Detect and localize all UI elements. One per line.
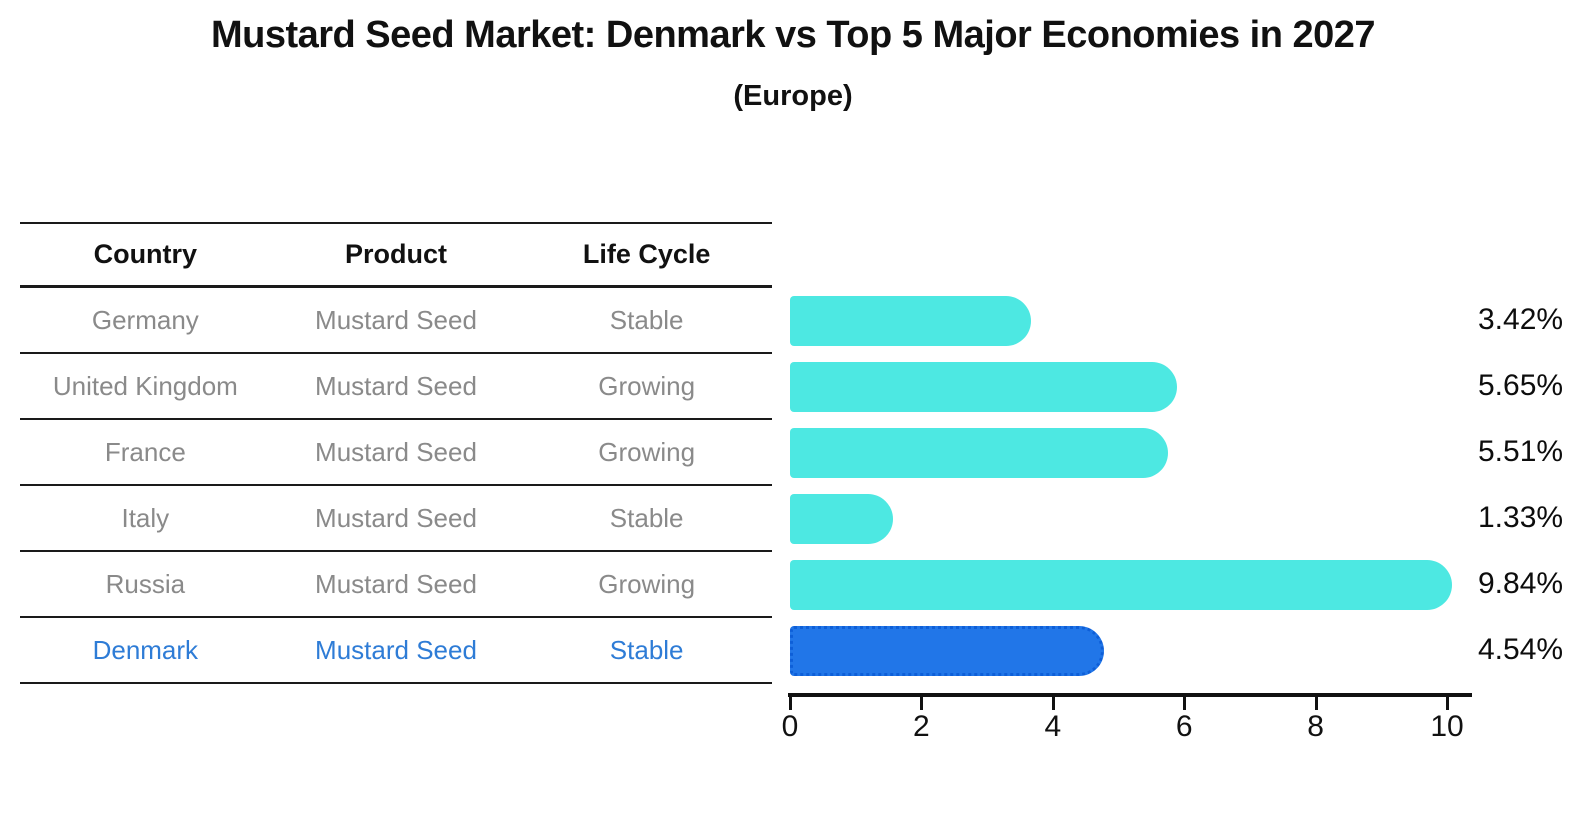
table-cell-product: Mustard Seed bbox=[315, 634, 477, 665]
bar-united-kingdom bbox=[790, 362, 1177, 412]
bar-france bbox=[790, 428, 1168, 478]
x-axis-line bbox=[788, 693, 1472, 697]
table-cell-product: Mustard Seed bbox=[315, 502, 477, 533]
table-row-germany: Germany Mustard Seed Stable bbox=[20, 288, 772, 354]
table-row-russia: Russia Mustard Seed Growing bbox=[20, 552, 772, 618]
table-cell-life-cycle: Stable bbox=[609, 502, 684, 533]
table-header-life-cycle: Life Cycle bbox=[582, 239, 711, 269]
table-row-united-kingdom: United Kingdom Mustard Seed Growing bbox=[20, 354, 772, 420]
bar-denmark bbox=[790, 626, 1104, 676]
table-cell-life-cycle: Stable bbox=[609, 304, 684, 335]
table-cell-product: Mustard Seed bbox=[315, 568, 477, 599]
x-axis-tick-label: 2 bbox=[913, 710, 930, 743]
x-axis-tick bbox=[1314, 697, 1318, 710]
bar-italy bbox=[790, 494, 893, 544]
x-axis-tick-label: 8 bbox=[1307, 710, 1324, 743]
bar-germany bbox=[790, 296, 1031, 346]
table-cell-life-cycle: Growing bbox=[598, 568, 696, 599]
table-header-row: Country Product Life Cycle bbox=[20, 224, 772, 288]
bar-value-label: 5.65% bbox=[1478, 369, 1564, 402]
table-header-product: Product bbox=[344, 239, 447, 269]
x-axis-tick bbox=[1183, 697, 1187, 710]
country-table: Country Product Life Cycle Germany Mustard … bbox=[20, 222, 772, 684]
table-row-france: France Mustard Seed Growing bbox=[20, 420, 772, 486]
table-cell-life-cycle: Stable bbox=[609, 634, 684, 665]
bar-value-label: 3.42% bbox=[1478, 303, 1564, 336]
table-cell-product: Mustard Seed bbox=[315, 436, 477, 467]
table-cell-country: Germany bbox=[91, 304, 199, 335]
table-cell-country: United Kingdom bbox=[52, 370, 238, 401]
table-cell-life-cycle: Growing bbox=[598, 370, 696, 401]
x-axis-tick-label: 6 bbox=[1175, 710, 1193, 743]
table-row-denmark: Denmark Mustard Seed Stable bbox=[20, 618, 772, 684]
chart-title: Mustard Seed Market: Denmark vs Top 5 Ma… bbox=[210, 14, 1376, 56]
x-axis-tick-label: 4 bbox=[1044, 710, 1062, 743]
chart-subtitle: (Europe) bbox=[733, 80, 853, 112]
x-axis-tick bbox=[1051, 697, 1055, 710]
bar-value-label: 1.33% bbox=[1478, 501, 1564, 534]
table-row-italy: Italy Mustard Seed Stable bbox=[20, 486, 772, 552]
x-axis-tick-label: 10 bbox=[1430, 710, 1464, 743]
x-axis-tick-label: 0 bbox=[781, 710, 799, 743]
table-cell-life-cycle: Growing bbox=[598, 436, 696, 467]
x-axis-tick bbox=[920, 697, 924, 710]
table-cell-country: Denmark bbox=[92, 634, 199, 665]
table-cell-product: Mustard Seed bbox=[315, 370, 477, 401]
table-cell-country: Russia bbox=[105, 568, 186, 599]
table-cell-product: Mustard Seed bbox=[315, 304, 477, 335]
bar-value-label: 4.54% bbox=[1478, 633, 1564, 666]
x-axis-tick bbox=[1446, 697, 1449, 710]
table-cell-country: France bbox=[104, 436, 186, 467]
bar-value-label: 5.51% bbox=[1478, 435, 1564, 468]
bar-value-label: 9.84% bbox=[1478, 567, 1564, 600]
table-cell-country: Italy bbox=[121, 502, 170, 533]
x-axis-tick bbox=[789, 697, 792, 710]
table-header-country: Country bbox=[93, 239, 198, 269]
bar-russia bbox=[790, 560, 1452, 610]
